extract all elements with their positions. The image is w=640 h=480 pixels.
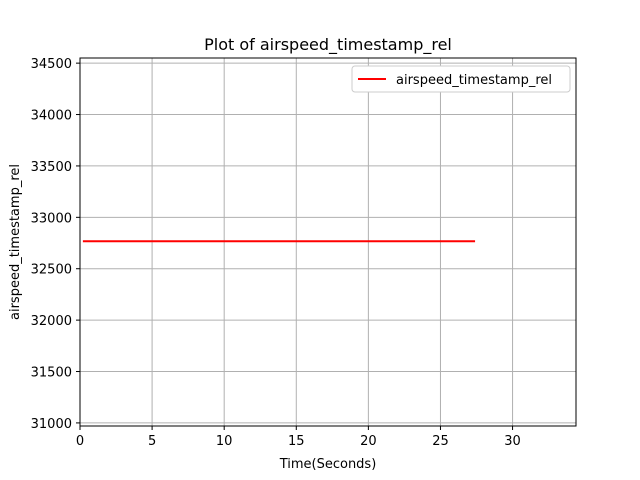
y-tick-label: 32500 [31,263,72,278]
y-axis-label: airspeed_timestamp_rel [8,164,23,320]
x-tick-label: 20 [360,434,377,449]
x-tick-label: 5 [148,434,156,449]
y-axis-ticks: 31000 31500 32000 32500 33000 33500 34000 34500 [31,57,80,432]
y-tick-label: 31000 [31,417,72,432]
legend-box [351,65,571,93]
x-tick-label: 15 [288,434,305,449]
grid [79,58,576,426]
y-tick-label: 31500 [31,366,72,381]
x-tick-label: 10 [216,434,233,449]
x-axis-label: Time(Seconds) [279,457,377,472]
x-axis-ticks: 0 5 10 15 20 25 30 [76,426,521,449]
x-tick-label: 30 [504,434,521,449]
y-tick-label: 33000 [31,211,72,226]
y-tick-label: 32000 [31,314,72,329]
y-tick-label: 34000 [31,109,72,124]
plot-frame [79,57,577,427]
chart-title: Plot of airspeed_timestamp_rel [204,35,452,55]
legend-label: airspeed_timestamp_rel [396,73,552,88]
x-tick-label: 25 [432,434,449,449]
y-tick-label: 34500 [31,57,72,72]
x-tick-label: 0 [76,434,84,449]
legend: airspeed_timestamp_rel [351,65,571,93]
y-tick-label: 33500 [31,160,72,175]
